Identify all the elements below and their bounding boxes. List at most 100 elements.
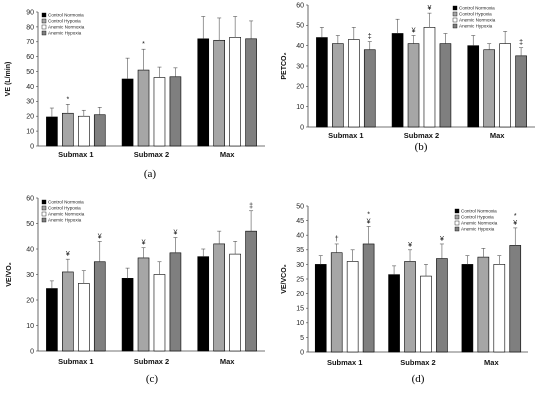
y-tick-label: 30 [26,99,34,106]
y-tick-label: 0 [300,349,304,356]
significance-marker: ¥ [98,233,102,240]
significance-marker: ¥ [440,236,444,243]
legend-swatch-anemic-hypoxia [454,226,460,232]
bar-anemic-hypoxia-max [245,38,257,147]
bar-control-hypoxia-submax-2 [404,261,416,353]
category-label-submax-1: Submax 1 [58,150,93,159]
y-tick-label: 10 [26,323,34,330]
legend-swatch-anemic-normoxia [452,17,458,23]
y-axis-label: PETCO₂ [281,52,288,79]
bar-anemic-hypoxia-submax-1 [93,114,106,147]
y-tick-label: 0 [30,143,34,150]
panel-b-chart: 0 10 20 30 40 50 60 PETCO₂ ‡ Submax 1 ¥ ¥ Submax 2 ‡ M… [281,2,535,153]
significance-marker: * [514,213,517,220]
legend-label-control-normoxia: Control Normoxia [459,6,495,11]
y-tick-label: 60 [26,195,34,202]
y-tick-label: 15 [296,306,304,313]
bar-control-normoxia-submax-1 [314,264,327,353]
y-tick-label: 40 [26,246,34,253]
bar-control-normoxia-submax-1 [46,288,58,352]
legend-swatch-anemic-hypoxia [452,23,458,29]
bar-anemic-normoxia-submax-2 [423,27,436,128]
bar-anemic-hypoxia-max [515,55,527,128]
bar-anemic-hypoxia-submax-2 [439,43,452,128]
y-tick-label: 0 [300,124,304,131]
bar-control-hypoxia-submax-2 [137,257,150,352]
legend-swatch-control-hypoxia [454,214,460,220]
significance-marker: ¥ [513,220,517,227]
legend-label-control-hypoxia: Control Hypoxia [461,215,494,220]
y-tick-label: 60 [296,2,304,9]
significance-marker: ¥ [428,5,432,12]
bar-anemic-hypoxia-submax-1 [93,261,106,352]
bar-anemic-hypoxia-submax-2 [436,258,448,353]
y-tick-label: 5 [300,335,304,342]
y-axis-label: VE/VCO₂ [281,264,288,294]
legend-swatch-control-hypoxia [452,11,458,17]
y-tick-label: 50 [296,23,304,30]
significance-marker: ‡ [519,40,523,47]
bar-anemic-normoxia-submax-2 [153,77,166,147]
bar-control-normoxia-submax-2 [388,274,400,353]
category-label-submax-1: Submax 1 [58,357,93,366]
y-tick-label: 40 [296,233,304,240]
legend-label-anemic-normoxia: Anemic Normoxia [459,18,496,23]
y-tick-label: 10 [26,129,34,136]
legend-label-control-hypoxia: Control Hypoxia [48,19,81,24]
bar-anemic-hypoxia-max [245,230,257,352]
bar-control-hypoxia-max [213,243,225,352]
legend-swatch-anemic-normoxia [454,220,460,226]
legend-label-anemic-normoxia: Anemic Normoxia [48,25,85,30]
bar-anemic-normoxia-submax-1 [348,39,360,128]
bar-control-normoxia-submax-2 [391,33,404,128]
category-label-submax-2: Submax 2 [404,131,439,140]
y-tick-label: 20 [296,84,304,91]
category-label-max: Max [484,358,499,367]
legend-swatch-anemic-normoxia [41,211,47,217]
legend-label-control-hypoxia: Control Hypoxia [459,12,492,17]
bar-control-hypoxia-max [213,39,225,147]
bar-control-hypoxia-submax-1 [62,112,74,147]
bar-control-normoxia-submax-2 [121,78,134,147]
bar-anemic-normoxia-submax-2 [420,275,432,353]
y-tick-label: 50 [26,69,34,76]
bar-anemic-hypoxia-max [509,245,522,353]
legend-label-anemic-hypoxia: Anemic Hypoxia [48,218,82,223]
significance-marker: ‡ [368,34,372,41]
bar-anemic-normoxia-submax-1 [78,115,90,147]
y-tick-label: 80 [26,24,34,31]
bar-anemic-normoxia-submax-2 [153,274,166,352]
y-tick-label: 20 [296,291,304,298]
legend-label-anemic-hypoxia: Anemic Hypoxia [461,227,495,232]
y-tick-label: 30 [296,63,304,70]
significance-marker: ¥ [367,218,371,225]
significance-marker: † [335,236,339,243]
legend-label-anemic-hypoxia: Anemic Hypoxia [459,24,493,29]
bar-control-normoxia-submax-1 [46,116,58,147]
legend-label-anemic-normoxia: Anemic Normoxia [48,212,85,217]
y-tick-label: 60 [26,54,34,61]
y-tick-label: 0 [30,348,34,355]
y-tick-label: 90 [26,9,34,16]
significance-marker: ¥ [66,251,70,258]
panel-label: (b) [415,141,428,153]
category-label-submax-1: Submax 1 [328,131,363,140]
legend-swatch-control-normoxia [452,5,458,11]
bar-anemic-normoxia-submax-1 [78,283,90,352]
legend-swatch-control-normoxia [41,199,47,205]
y-tick-label: 40 [296,43,304,50]
bar-anemic-normoxia-max [499,43,511,128]
bar-anemic-hypoxia-submax-2 [169,252,182,352]
panel-label: (a) [144,168,157,180]
significance-marker: ¥ [408,242,412,249]
bar-control-hypoxia-max [483,49,495,128]
bar-control-normoxia-submax-1 [316,37,328,128]
y-tick-label: 40 [26,84,34,91]
legend-swatch-anemic-hypoxia [41,30,47,36]
legend-label-control-hypoxia: Control Hypoxia [48,206,81,211]
legend-label-control-normoxia: Control Normoxia [48,13,84,18]
significance-marker: * [66,96,69,103]
bar-anemic-hypoxia-submax-2 [169,76,182,147]
